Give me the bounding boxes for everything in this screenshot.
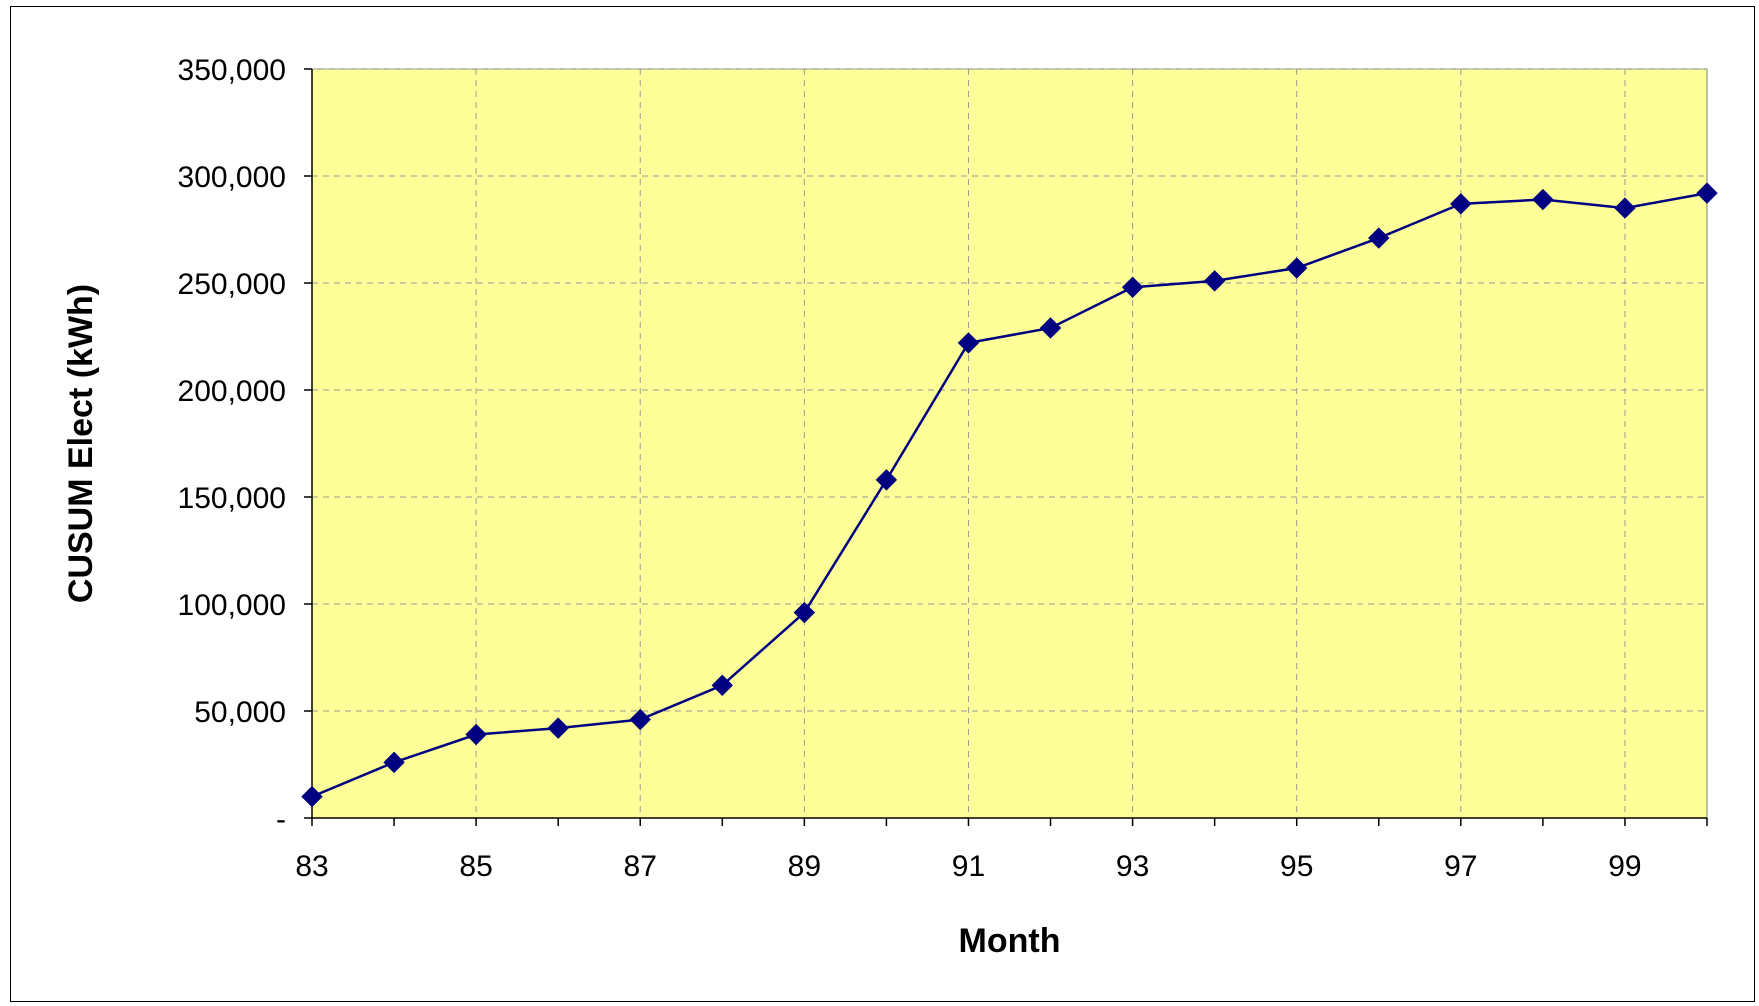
y-axis-title: CUSUM Elect (kWh) xyxy=(62,284,100,603)
y-tick-label: 350,000 xyxy=(178,54,286,87)
series-group xyxy=(301,182,1718,808)
y-tick-label: 100,000 xyxy=(178,589,286,622)
data-point-marker xyxy=(1532,188,1554,211)
y-tick-label: 250,000 xyxy=(178,268,286,301)
data-point-marker xyxy=(957,332,980,354)
y-tick-labels: - 50,000 100,000 150,000 200,000 250,000 300,0… xyxy=(178,54,286,836)
data-point-marker xyxy=(1450,193,1472,215)
data-point-marker xyxy=(383,751,405,774)
y-tick-label: 300,000 xyxy=(178,161,286,194)
data-point-marker xyxy=(465,723,487,746)
gridlines xyxy=(312,68,1707,818)
data-point-marker xyxy=(629,708,651,731)
data-point-marker xyxy=(301,785,323,808)
x-tick-label: 95 xyxy=(1280,850,1313,883)
y-tick-label: 50,000 xyxy=(194,696,286,729)
data-point-marker xyxy=(1203,270,1226,292)
x-tick-label: 93 xyxy=(1116,850,1149,883)
plot-area xyxy=(311,68,1708,819)
y-tick-label: 150,000 xyxy=(178,482,286,515)
data-point-marker xyxy=(875,469,898,491)
x-tick-label: 85 xyxy=(459,850,492,883)
data-point-marker xyxy=(1696,182,1718,204)
x-tick-label: 87 xyxy=(624,850,657,883)
x-tick-label: 89 xyxy=(788,850,821,883)
data-point-marker xyxy=(1614,197,1636,219)
axes xyxy=(304,68,1708,826)
x-tick-label: 83 xyxy=(295,850,328,883)
series-line xyxy=(311,191,1708,798)
data-point-marker xyxy=(793,601,816,624)
data-point-marker xyxy=(1285,257,1308,279)
x-tick-label: 91 xyxy=(952,850,985,883)
x-tick-label: 99 xyxy=(1608,850,1641,883)
data-point-marker xyxy=(1121,276,1144,298)
x-axis-title: Month xyxy=(959,922,1061,960)
data-point-marker xyxy=(711,674,734,697)
y-tick-label: 200,000 xyxy=(178,375,286,408)
data-point-marker xyxy=(1368,227,1390,249)
y-tick-label: - xyxy=(276,803,286,836)
data-point-marker xyxy=(1039,317,1062,339)
data-point-marker xyxy=(547,717,569,739)
x-tick-label: 97 xyxy=(1444,850,1477,883)
x-tick-labels: 83 85 87 89 91 93 95 97 99 xyxy=(295,850,1641,883)
